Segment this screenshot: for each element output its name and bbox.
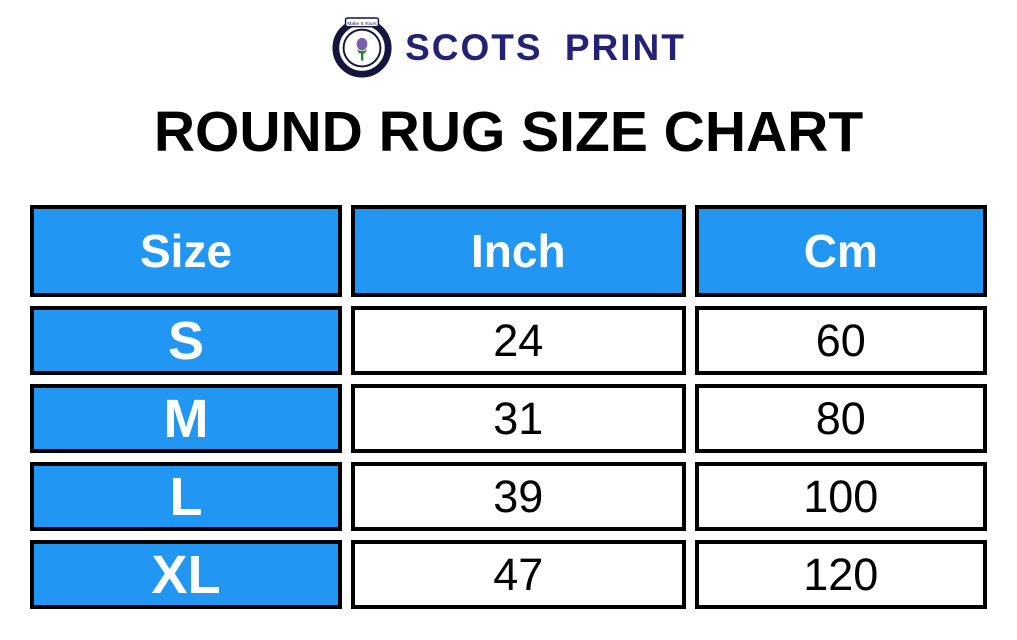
size-chart-page: Make It Yours SCOTS PRINT ROUND RUG SIZE… <box>0 16 1017 609</box>
size-chart-table: Size Inch Cm S 24 60 M 31 80 L 39 100 XL… <box>30 205 987 609</box>
table-row-m-cm-cell: 80 <box>694 384 987 453</box>
table-row-s-cm-cell: 60 <box>694 306 987 375</box>
table-row-xl-size-cell: XL <box>30 540 343 609</box>
column-header-cm: Cm <box>694 205 987 297</box>
brand-name: SCOTS PRINT <box>405 27 686 68</box>
table-row-xl-inch-cell: 47 <box>351 540 686 609</box>
column-header-inch: Inch <box>351 205 686 297</box>
crest-icon: Make It Yours <box>332 17 392 78</box>
table-row-s-inch-cell: 24 <box>351 306 686 375</box>
table-row-l-cm-cell: 100 <box>694 462 987 531</box>
table-row-s-size-cell: S <box>30 306 343 375</box>
table-row-m-size-cell: M <box>30 384 343 453</box>
page-title: ROUND RUG SIZE CHART <box>153 100 864 164</box>
table-row-m-inch-cell: 31 <box>351 384 686 453</box>
brand-header: Make It Yours SCOTS PRINT <box>0 16 1017 80</box>
column-header-size: Size <box>30 205 343 297</box>
table-row-xl-cm-cell: 120 <box>694 540 987 609</box>
crest-banner-text: Make It Yours <box>347 21 377 27</box>
table-row-l-size-cell: L <box>30 462 343 531</box>
scots-print-crest-icon: Make It Yours <box>331 15 393 81</box>
table-row-l-inch-cell: 39 <box>351 462 686 531</box>
